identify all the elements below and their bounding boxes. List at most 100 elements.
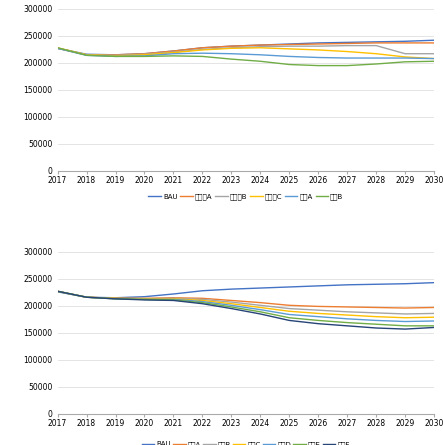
통합A: [403, 305, 408, 311]
통합D: [55, 289, 60, 294]
대기A: [84, 53, 89, 58]
통합C: [373, 314, 379, 320]
BAU: [55, 289, 60, 295]
통합B: [200, 297, 205, 302]
통합D: [84, 295, 89, 300]
대기A: [373, 55, 379, 61]
탄소세A: [431, 40, 437, 45]
통합F: [373, 325, 379, 331]
Line: 통합D: 통합D: [58, 291, 434, 322]
BAU: [373, 39, 379, 44]
통합A: [200, 295, 205, 301]
BAU: [142, 51, 147, 57]
통합B: [142, 296, 147, 302]
탄소세C: [403, 54, 408, 60]
통합F: [431, 325, 437, 330]
통합F: [258, 312, 263, 317]
탄소세B: [55, 46, 60, 51]
대기A: [55, 46, 60, 51]
탄소세B: [229, 45, 234, 50]
BAU: [84, 295, 89, 300]
BAU: [113, 295, 118, 300]
통합B: [287, 306, 292, 311]
탄소세B: [258, 44, 263, 49]
BAU: [171, 291, 176, 297]
Line: 탄소세C: 탄소세C: [58, 48, 434, 59]
탄소세C: [55, 45, 60, 50]
BAU: [345, 40, 350, 45]
대기B: [113, 54, 118, 59]
통합E: [315, 318, 321, 323]
탄소세C: [113, 53, 118, 59]
대기A: [113, 54, 118, 59]
대기B: [315, 63, 321, 68]
통합A: [55, 289, 60, 294]
통합D: [229, 303, 234, 308]
통합B: [345, 309, 350, 315]
대기B: [431, 59, 437, 64]
탄소세C: [84, 52, 89, 57]
통합E: [55, 289, 60, 294]
탄소세A: [229, 44, 234, 49]
통합E: [200, 300, 205, 305]
탄소세B: [84, 52, 89, 57]
Line: 통합B: 통합B: [58, 291, 434, 314]
탄소세A: [403, 40, 408, 45]
탄소세A: [84, 52, 89, 57]
통합A: [431, 305, 437, 310]
탄소세B: [171, 49, 176, 55]
BAU: [373, 282, 379, 287]
대기A: [171, 51, 176, 57]
BAU: [431, 280, 437, 285]
탄소세C: [287, 46, 292, 52]
탄소세B: [403, 51, 408, 57]
탄소세C: [258, 45, 263, 50]
통합B: [55, 289, 60, 294]
통합E: [345, 320, 350, 325]
BAU: [258, 42, 263, 48]
탄소세A: [171, 49, 176, 54]
통합D: [345, 316, 350, 321]
통합B: [373, 310, 379, 316]
통합E: [258, 309, 263, 315]
통합F: [55, 289, 60, 294]
탄소세B: [200, 47, 205, 52]
대기B: [258, 59, 263, 64]
통합E: [84, 295, 89, 300]
탄소세B: [345, 43, 350, 49]
대기A: [287, 54, 292, 59]
통합D: [142, 297, 147, 302]
대기A: [345, 55, 350, 61]
통합D: [315, 314, 321, 320]
통합F: [113, 296, 118, 302]
탄소세B: [373, 43, 379, 49]
BAU: [258, 285, 263, 291]
대기B: [403, 59, 408, 65]
통합F: [84, 295, 89, 300]
통합C: [345, 312, 350, 318]
BAU: [403, 281, 408, 287]
통합A: [345, 304, 350, 310]
통합B: [315, 307, 321, 313]
BAU: [142, 294, 147, 299]
통합E: [113, 296, 118, 302]
통합D: [258, 307, 263, 312]
통합E: [373, 322, 379, 327]
탄소세A: [373, 40, 379, 45]
탄소세A: [200, 45, 205, 50]
대기B: [142, 54, 147, 59]
BAU: [431, 37, 437, 43]
통합A: [142, 295, 147, 301]
대기B: [345, 63, 350, 68]
대기A: [403, 55, 408, 61]
통합B: [403, 312, 408, 317]
통합B: [171, 295, 176, 301]
통합F: [287, 318, 292, 323]
탄소세B: [315, 44, 321, 49]
Line: 통합E: 통합E: [58, 291, 434, 326]
통합D: [403, 319, 408, 324]
대기B: [287, 62, 292, 67]
통합A: [315, 304, 321, 309]
통합E: [431, 323, 437, 328]
탄소세C: [200, 47, 205, 53]
